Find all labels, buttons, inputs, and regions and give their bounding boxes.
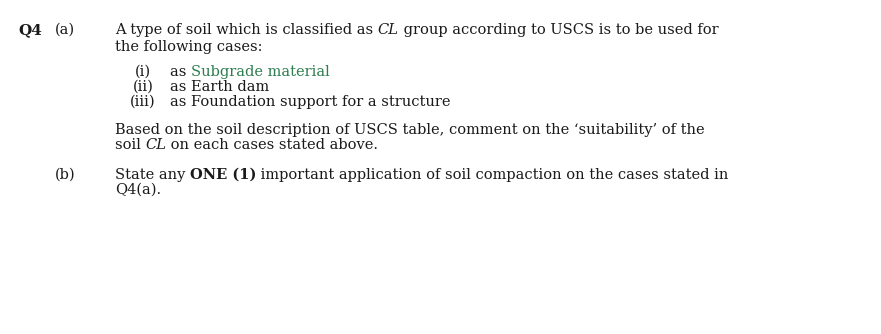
Text: (a): (a) xyxy=(55,23,75,37)
Text: group according to USCS is to be used for: group according to USCS is to be used fo… xyxy=(399,23,718,37)
Text: the following cases:: the following cases: xyxy=(115,40,263,54)
Text: important application of soil compaction on the cases stated in: important application of soil compaction… xyxy=(256,168,729,182)
Text: soil: soil xyxy=(115,138,145,152)
Text: CL: CL xyxy=(145,138,167,152)
Text: Q4: Q4 xyxy=(18,23,42,37)
Text: (ii): (ii) xyxy=(133,80,154,94)
Text: ONE (1): ONE (1) xyxy=(190,168,256,182)
Text: A type of soil which is classified as: A type of soil which is classified as xyxy=(115,23,378,37)
Text: on each cases stated above.: on each cases stated above. xyxy=(167,138,379,152)
Text: (i): (i) xyxy=(135,65,152,79)
Text: Based on the soil description of USCS table, comment on the ‘suitability’ of the: Based on the soil description of USCS ta… xyxy=(115,123,705,137)
Text: as: as xyxy=(170,65,191,79)
Text: Subgrade material: Subgrade material xyxy=(191,65,329,79)
Text: as Earth dam: as Earth dam xyxy=(170,80,270,94)
Text: (iii): (iii) xyxy=(130,95,156,109)
Text: (b): (b) xyxy=(55,168,76,182)
Text: as Foundation support for a structure: as Foundation support for a structure xyxy=(170,95,450,109)
Text: State any: State any xyxy=(115,168,190,182)
Text: Q4(a).: Q4(a). xyxy=(115,183,161,197)
Text: CL: CL xyxy=(378,23,399,37)
